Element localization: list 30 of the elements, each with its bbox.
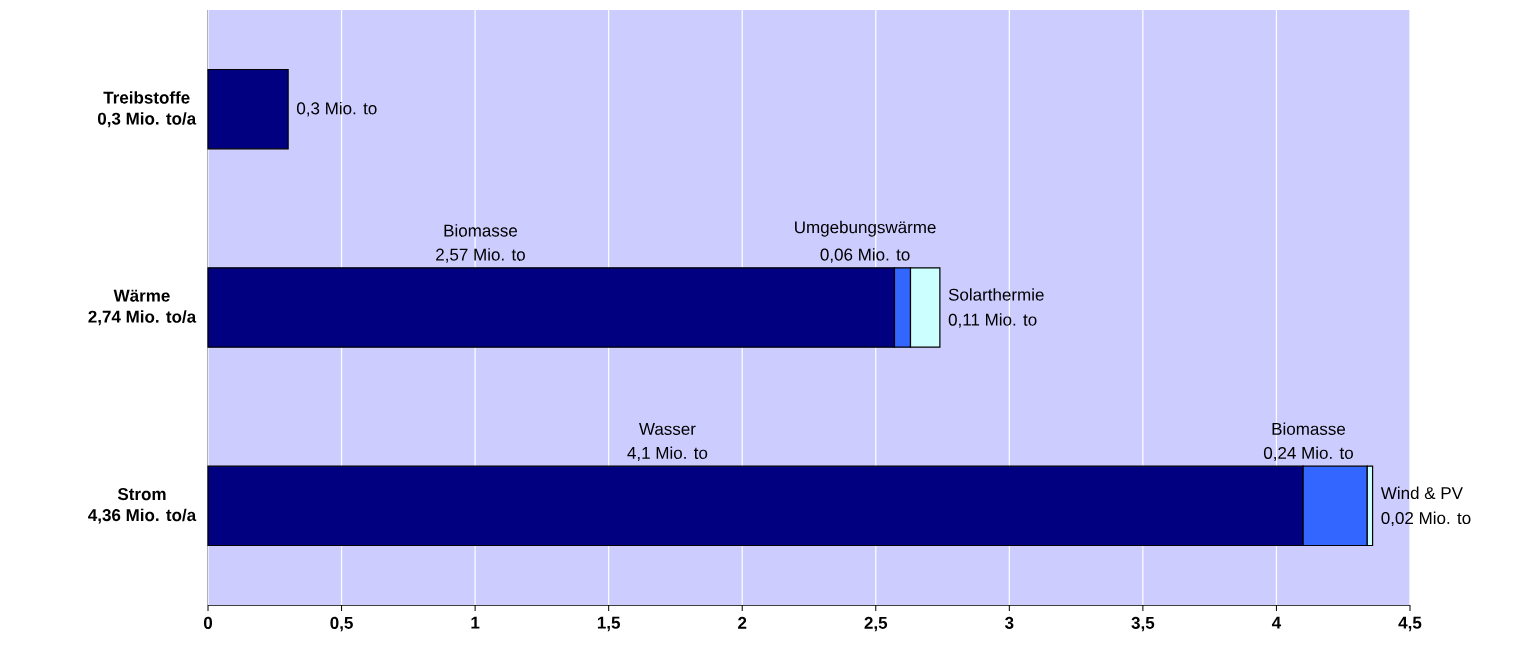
annotation: 2,57 Mio. to bbox=[436, 248, 525, 263]
annotation: Biomasse bbox=[444, 224, 518, 237]
annotation: Wind & PV bbox=[1380, 486, 1463, 500]
total-label: 4,36 Mio. to/a bbox=[88, 508, 197, 524]
annotation: 0,02 Mio. to bbox=[1381, 511, 1471, 527]
y-tick-label: Strom bbox=[117, 488, 166, 501]
x-tick-label: 0,5 bbox=[330, 616, 353, 632]
annotation: 4,1 Mio. to bbox=[627, 446, 708, 461]
x-tick-label: 3 bbox=[1004, 616, 1014, 629]
x-tick-label: 0 bbox=[203, 616, 213, 629]
x-tick-label: 3,5 bbox=[1131, 616, 1155, 632]
annotation: 0,11 Mio. to bbox=[948, 313, 1037, 328]
annotation: Solarthermie bbox=[948, 288, 1044, 301]
annotation: 0,24 Mio. to bbox=[1263, 446, 1353, 461]
x-tick-label: 1 bbox=[471, 616, 480, 629]
x-tick-label: 4 bbox=[1271, 616, 1282, 629]
annotation: 0,06 Mio. to bbox=[820, 248, 910, 263]
x-tick-label: 1,5 bbox=[597, 616, 621, 632]
annotation: Wasser bbox=[639, 423, 696, 435]
total-label: 2,74 Mio. to/a bbox=[88, 310, 197, 326]
annotation: 0,3 Mio. to bbox=[297, 101, 377, 117]
x-tick-label: 2 bbox=[738, 616, 747, 629]
annotation: Umgebungswärme bbox=[795, 220, 936, 237]
annotation: Biomasse bbox=[1272, 422, 1346, 435]
x-tick-label: 4,5 bbox=[1398, 616, 1422, 632]
y-tick-label: Wärme bbox=[113, 289, 170, 302]
bar bbox=[207, 68, 289, 150]
x-tick-label: 2,5 bbox=[864, 616, 888, 632]
y-tick-label: Treibstoffe bbox=[103, 91, 190, 104]
total-label: 0,3 Mio. to/a bbox=[97, 112, 197, 128]
